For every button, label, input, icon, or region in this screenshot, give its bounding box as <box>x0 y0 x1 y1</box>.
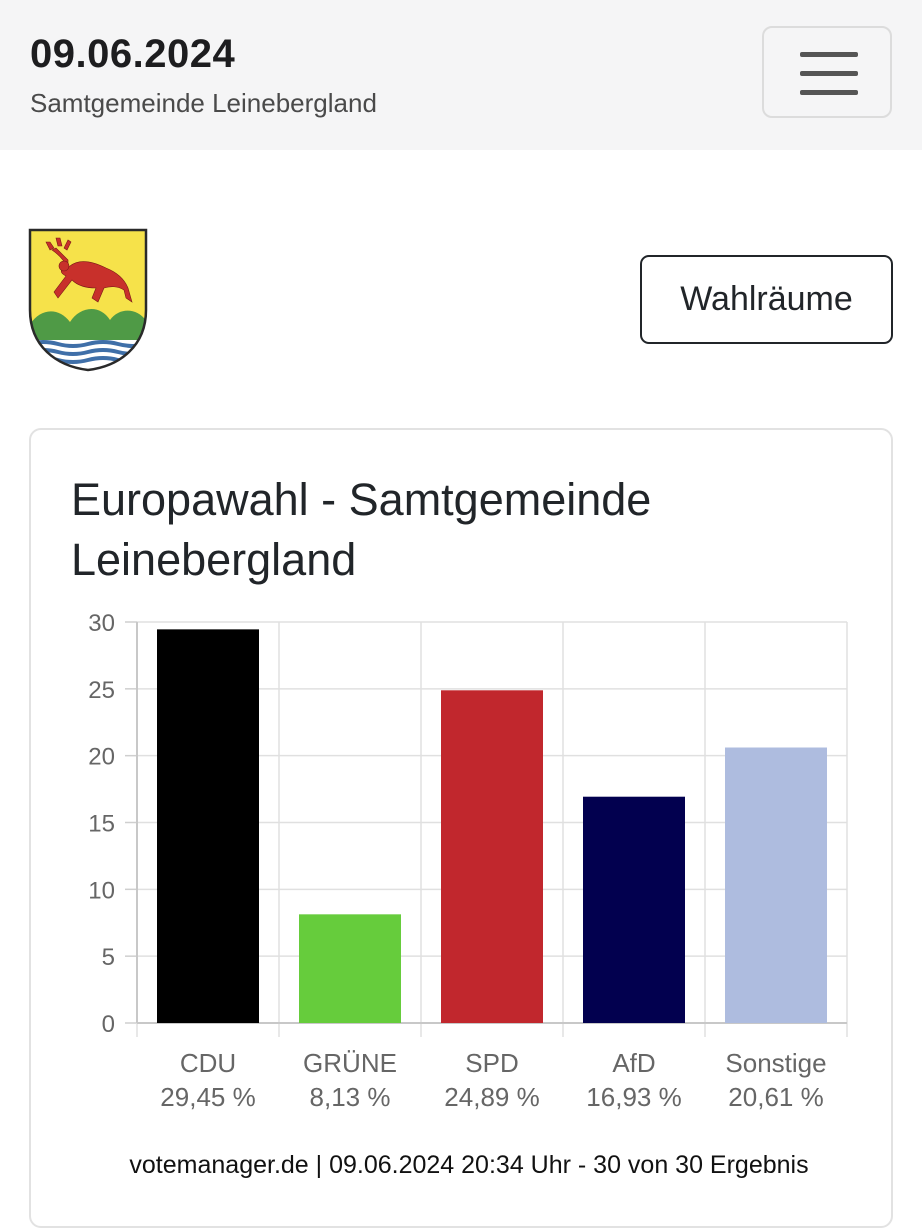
polling-stations-button[interactable]: Wahlräume <box>640 255 893 344</box>
y-tick-label: 30 <box>88 610 115 637</box>
x-category-label: Sonstige <box>725 1048 826 1078</box>
y-tick-label: 20 <box>88 744 115 771</box>
x-value-label: 8,13 % <box>310 1082 391 1112</box>
x-category-label: GRÜNE <box>303 1048 397 1078</box>
coat-of-arms-icon <box>28 228 148 372</box>
election-date: 09.06.2024 <box>30 32 236 76</box>
bar-cdu <box>157 629 259 1023</box>
bar-afd <box>583 796 685 1023</box>
x-category-label: CDU <box>180 1048 236 1078</box>
bar-grne <box>299 914 401 1023</box>
results-bar-chart: 0 5 10 15 20 25 30 CDU 29,45 % GRÜNE 8,13 % SPD 24,8… <box>88 610 848 1112</box>
top-header: 09.06.2024 Samtgemeinde Leinebergland <box>0 0 922 150</box>
y-tick-label: 0 <box>102 1011 115 1038</box>
x-category-label: SPD <box>465 1048 518 1078</box>
municipality-name: Samtgemeinde Leinebergland <box>30 88 377 118</box>
hamburger-menu-icon <box>800 52 858 57</box>
chart-title: Europawahl - Samtgemeinde Leinebergland <box>71 474 652 585</box>
hamburger-menu-button[interactable] <box>762 26 892 118</box>
x-value-label: 20,61 % <box>728 1082 823 1112</box>
bar-spd <box>441 690 543 1023</box>
x-category-label: AfD <box>612 1048 655 1078</box>
y-tick-label: 5 <box>102 944 115 971</box>
hamburger-menu-icon <box>800 90 858 95</box>
bar-sonstige <box>725 747 827 1023</box>
x-value-label: 24,89 % <box>444 1082 539 1112</box>
y-tick-label: 10 <box>88 877 115 904</box>
y-tick-label: 15 <box>88 811 115 838</box>
y-tick-label: 25 <box>88 677 115 704</box>
hamburger-menu-icon <box>800 71 858 76</box>
x-value-label: 29,45 % <box>160 1082 255 1112</box>
source-line: votemanager.de | 09.06.2024 20:34 Uhr - … <box>129 1151 809 1179</box>
x-value-label: 16,93 % <box>586 1082 681 1112</box>
